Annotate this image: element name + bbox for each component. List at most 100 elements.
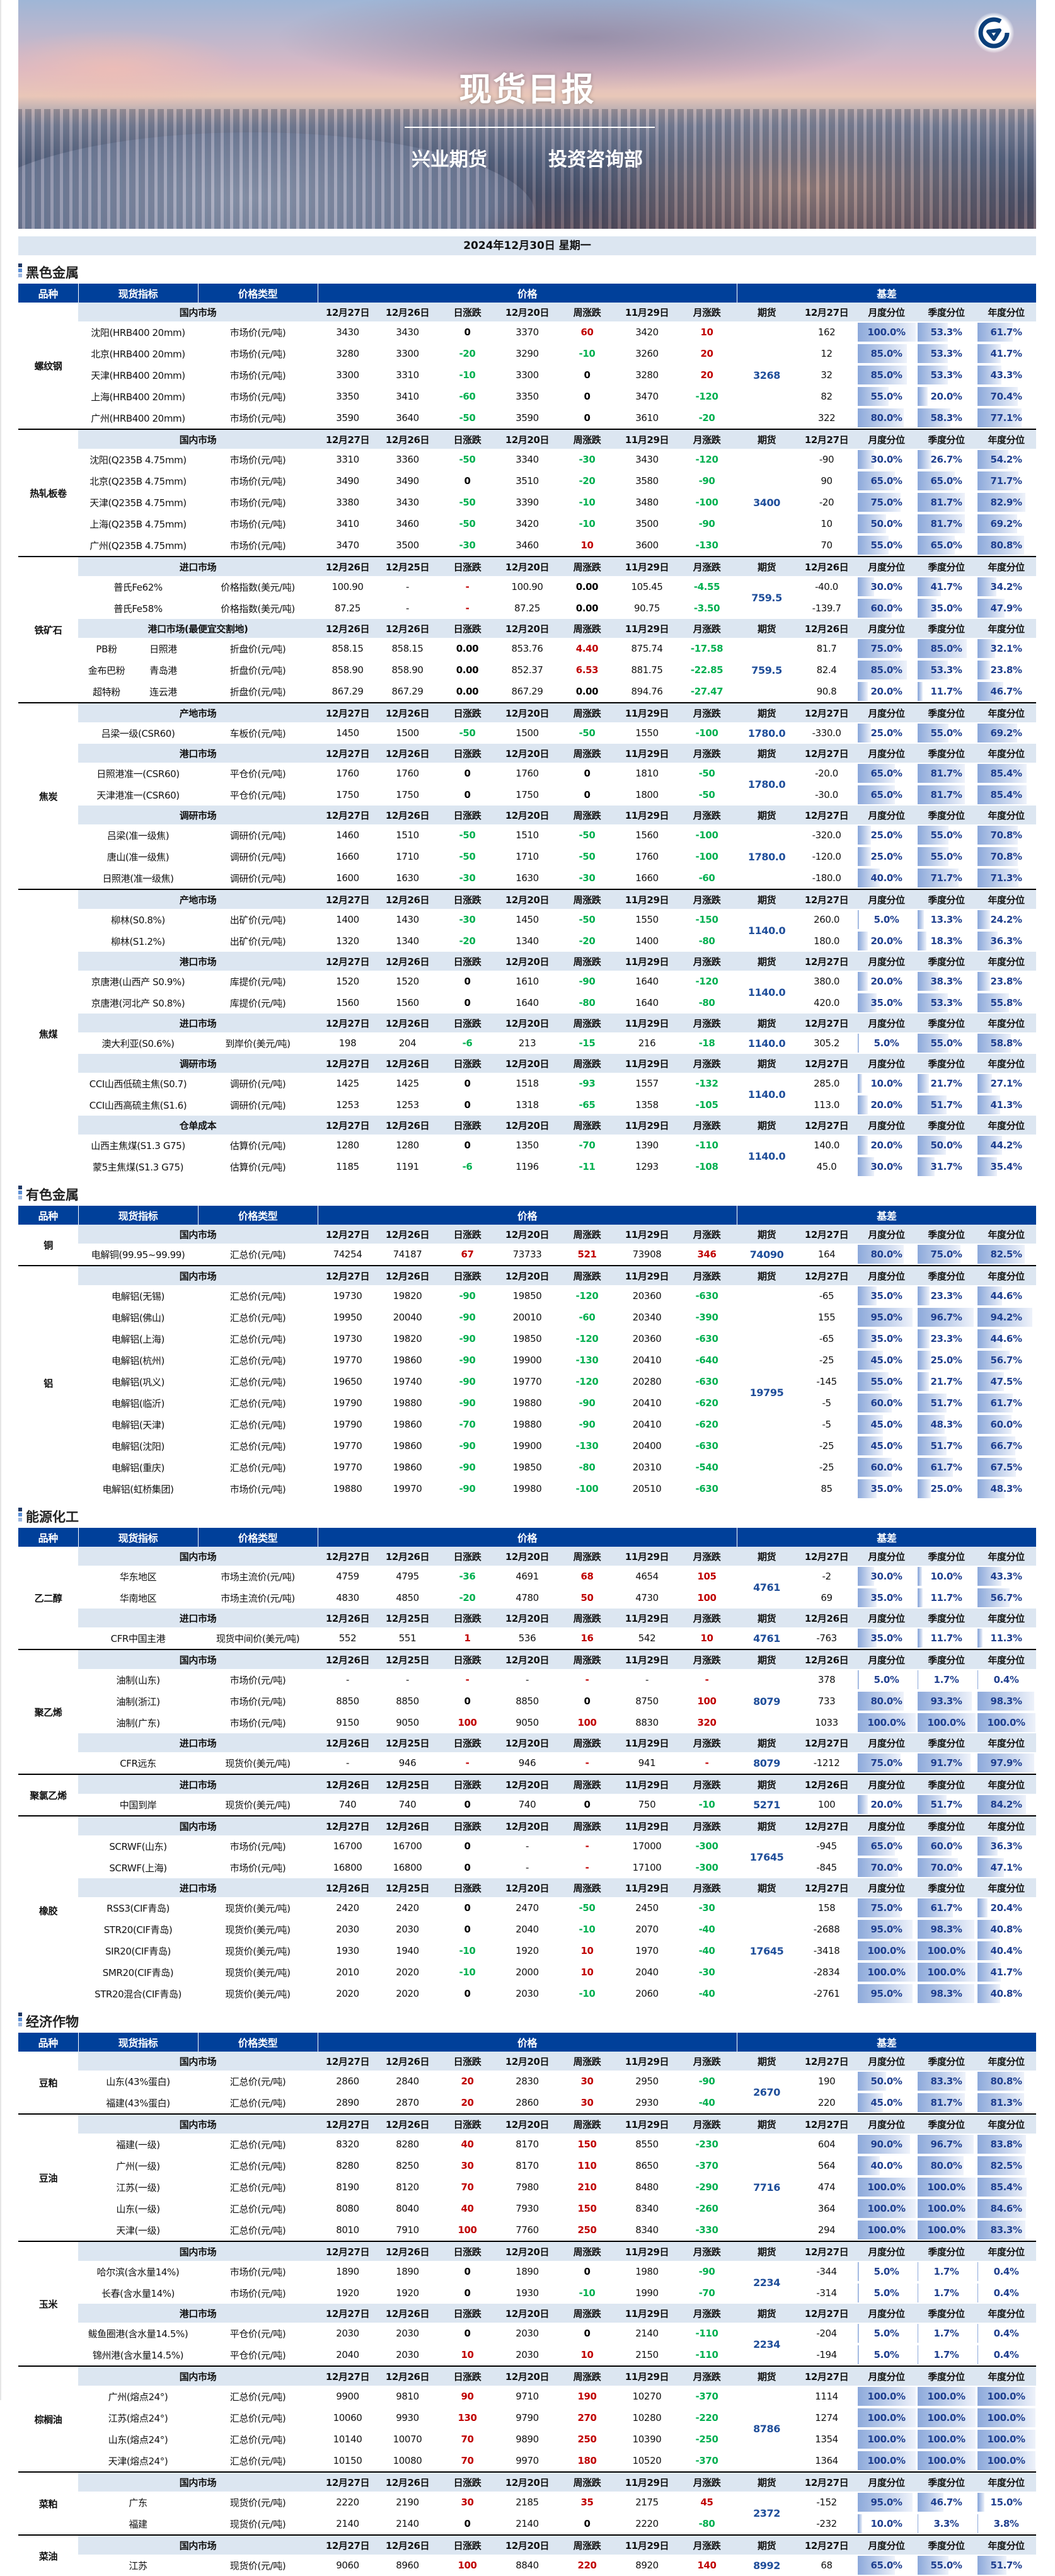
- spot-indicator: CCI山西高硫主焦(S1.6): [89, 1099, 187, 1111]
- price-previous: 8040: [396, 2203, 419, 2214]
- percentile-bar: [858, 1588, 877, 1607]
- price-current: 3490: [336, 475, 359, 487]
- price-current: 3430: [336, 326, 359, 338]
- yearly-percentile: 0.4%: [976, 2323, 1036, 2344]
- price-type: 现货价(元/吨): [229, 2518, 286, 2530]
- spot-indicator: 电解铝(佛山): [112, 1312, 164, 1324]
- percentile-bar: [918, 408, 951, 427]
- percentile-bar: [858, 910, 859, 929]
- column-label: 12月26日: [797, 619, 857, 638]
- price-current: 1185: [336, 1161, 359, 1172]
- weekly-change: 0.00: [575, 686, 599, 697]
- percentile-value: 61.7%: [930, 1902, 962, 1914]
- percentile-value: 55.0%: [870, 1376, 902, 1387]
- column-label: 12月20日: [497, 1733, 557, 1752]
- column-label: 月涨跌: [677, 2304, 737, 2323]
- monthly-percentile: 35.0%: [856, 1587, 916, 1609]
- weekly-change: -: [585, 1674, 589, 1685]
- percentile-value: 53.3%: [930, 348, 962, 359]
- weekly-change: -70: [579, 1140, 596, 1151]
- price-previous: 2020: [396, 1967, 419, 1978]
- column-label: 12月26日: [378, 1054, 437, 1073]
- daily-change: 40: [461, 2139, 474, 2150]
- variety-name: 棕榈油: [18, 2366, 78, 2472]
- column-label: 12月27日: [318, 744, 378, 763]
- price-month-ago: 10280: [632, 2412, 662, 2423]
- column-label: 季度分位: [916, 1547, 977, 1566]
- daily-change: 20: [461, 2076, 474, 2087]
- monthly-percentile: 10.0%: [856, 2513, 916, 2535]
- column-label: 12月27日: [797, 1733, 857, 1752]
- yearly-percentile: 40.8%: [976, 1983, 1036, 2004]
- yearly-percentile: 40.4%: [976, 1940, 1036, 1961]
- price-month-ago: 8550: [635, 2139, 659, 2150]
- quarterly-percentile: 50.0%: [916, 1135, 976, 1156]
- column-label: 期货: [737, 1547, 797, 1566]
- percentile-value: 20.0%: [870, 686, 902, 697]
- column-label: 12月25日: [378, 1609, 437, 1627]
- spot-indicator: 电解铝(杭州): [112, 1354, 164, 1366]
- basis-value: 474: [817, 2181, 836, 2193]
- basis-value: 733: [817, 1695, 836, 1707]
- percentile-value: 5.0%: [873, 1674, 899, 1685]
- price-previous: 10070: [393, 2434, 422, 2445]
- price-week-ago: 3420: [516, 518, 539, 529]
- price-previous: 19820: [393, 1333, 422, 1344]
- monthly-change: -370: [695, 2455, 718, 2466]
- monthly-change: 45: [700, 2497, 713, 2508]
- column-label: 月涨跌: [677, 619, 737, 638]
- monthly-change: -3.50: [693, 603, 720, 614]
- indicator-port: 连云港: [149, 686, 177, 698]
- daily-change: -6: [462, 1037, 473, 1049]
- column-label: 季度分位: [916, 1054, 977, 1073]
- percentile-value: 53.3%: [930, 369, 962, 381]
- header-price: 价格: [317, 1528, 737, 1547]
- column-label: 月度分位: [856, 806, 917, 824]
- percentile-value: 75.0%: [870, 1902, 902, 1914]
- futures-price: 7716: [753, 2181, 781, 2193]
- monthly-change: 20: [700, 369, 713, 381]
- percentile-value: 83.3%: [990, 2224, 1022, 2236]
- percentile-bar: [858, 2135, 910, 2154]
- percentile-value: 61.7%: [930, 1462, 962, 1473]
- yearly-percentile: 35.4%: [976, 1156, 1036, 1177]
- price-type: 市场价(元/吨): [229, 391, 286, 403]
- monthly-percentile: 20.0%: [856, 930, 916, 952]
- monthly-change: -330: [695, 2224, 718, 2236]
- column-label: 日涨跌: [437, 2052, 497, 2071]
- price-previous: 946: [398, 1757, 417, 1769]
- weekly-change: -10: [579, 1924, 596, 1935]
- percentile-value: 25.0%: [930, 1354, 962, 1366]
- price-current: 1450: [336, 727, 359, 739]
- header-indicator: 现货指标: [78, 1206, 198, 1225]
- weekly-change: -60: [579, 1312, 596, 1323]
- header-indicator: 现货指标: [78, 284, 198, 303]
- percentile-value: 84.6%: [990, 2203, 1022, 2214]
- header-basis: 基差: [736, 284, 1037, 303]
- column-label: 月涨跌: [677, 1733, 737, 1752]
- quarterly-percentile: 96.7%: [916, 1307, 976, 1328]
- percentile-value: 35.0%: [930, 603, 962, 614]
- price-previous: 1890: [396, 2266, 419, 2277]
- monthly-change: 10: [700, 326, 713, 338]
- column-label: 12月20日: [497, 2241, 557, 2261]
- variety-name: 热轧板卷: [18, 429, 78, 557]
- monthly-percentile: 25.0%: [856, 846, 916, 867]
- weekly-change: -10: [579, 1988, 596, 1999]
- monthly-change: -90: [698, 2076, 715, 2087]
- weekly-change: -15: [579, 1037, 596, 1049]
- weekly-change: 10: [580, 2349, 594, 2360]
- section-bullet-icon: [18, 1186, 22, 1201]
- basis-value: -2688: [813, 1924, 840, 1935]
- price-previous: 1750: [396, 789, 419, 800]
- monthly-percentile: 25.0%: [856, 722, 916, 744]
- table-row: 澳大利亚(S0.6%) 到岸价(美元/吨) 198 204 -6 213 -15 216 -18…: [18, 1032, 1036, 1054]
- table-row: PB粉 日照港 折盘价(元/吨) 858.15 858.15 0.00 853.76 4.40…: [18, 638, 1036, 676]
- price-current: 19730: [333, 1333, 362, 1344]
- basis-value: 68: [821, 2560, 833, 2571]
- price-type: 平仓价(元/吨): [229, 2349, 286, 2361]
- percentile-value: 20.0%: [930, 391, 962, 402]
- percentile-bar: [977, 2093, 1025, 2112]
- column-label: 月涨跌: [677, 303, 737, 321]
- table-row: 电解铝(上海) 汇总价(元/吨) 19730 19820 -90 19850 -120 203…: [18, 1328, 1036, 1349]
